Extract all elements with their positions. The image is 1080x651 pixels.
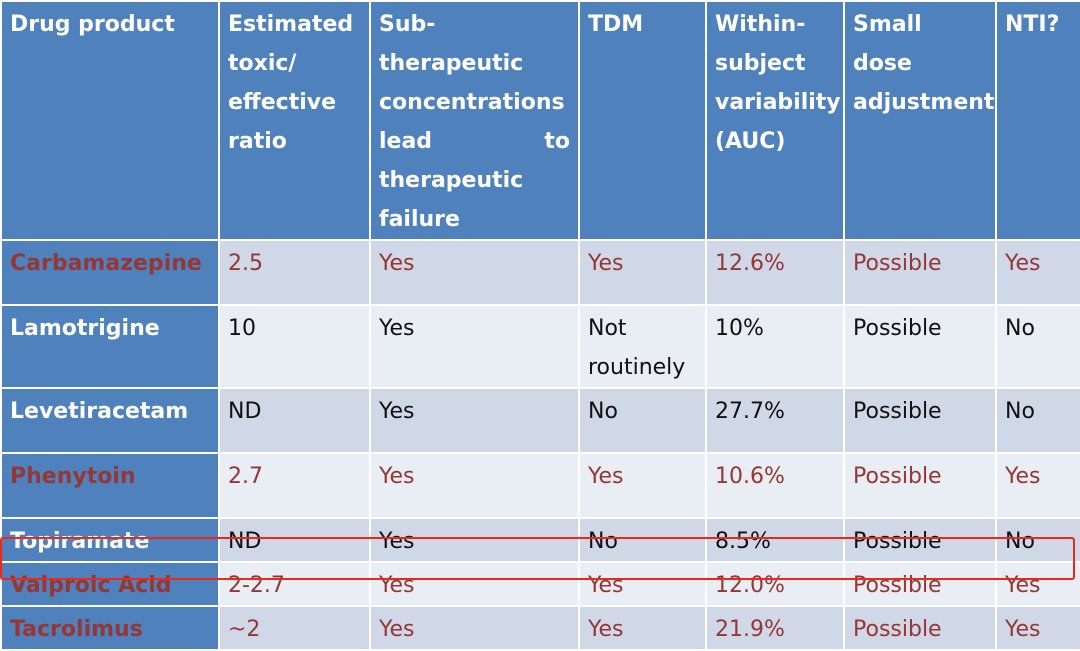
nti-cell: Yes: [995, 239, 1080, 306]
tdm-cell: No: [578, 517, 707, 563]
ratio-cell: ND: [218, 387, 371, 454]
subther-cell: Yes: [369, 605, 580, 651]
drug-name: Tacrolimus: [0, 605, 220, 651]
ratio-cell: 2.5: [218, 239, 371, 306]
dose-cell: Possible: [843, 517, 997, 563]
table-row: Levetiracetam ND Yes No 27.7% Possible N…: [0, 387, 1080, 454]
drug-name: Levetiracetam: [0, 387, 220, 454]
header-dose-adjustment: Small dose adjustment: [843, 0, 997, 241]
ratio-cell: ~2: [218, 605, 371, 651]
dose-cell: Possible: [843, 452, 997, 519]
drug-name: Topiramate: [0, 517, 220, 563]
subther-cell: Yes: [369, 239, 580, 306]
dose-cell: Possible: [843, 605, 997, 651]
nti-cell: Yes: [995, 452, 1080, 519]
ratio-cell: ND: [218, 517, 371, 563]
variability-cell: 10%: [705, 304, 845, 389]
subther-cell: Yes: [369, 517, 580, 563]
drug-name: Phenytoin: [0, 452, 220, 519]
drug-name: Carbamazepine: [0, 239, 220, 306]
nti-cell: Yes: [995, 561, 1080, 607]
table-row: Phenytoin 2.7 Yes Yes 10.6% Possible Yes: [0, 452, 1080, 519]
table-row: Valproic Acid 2-2.7 Yes Yes 12.0% Possib…: [0, 561, 1080, 607]
tdm-cell: Yes: [578, 605, 707, 651]
nti-cell: No: [995, 387, 1080, 454]
tdm-cell: No: [578, 387, 707, 454]
header-drug-product: Drug product: [0, 0, 220, 241]
variability-cell: 12.0%: [705, 561, 845, 607]
header-variability: Within-subject variability (AUC): [705, 0, 845, 241]
tdm-cell: Yes: [578, 452, 707, 519]
subther-cell: Yes: [369, 387, 580, 454]
subther-cell: Yes: [369, 304, 580, 389]
table-row: Lamotrigine 10 Yes Not routinely 10% Pos…: [0, 304, 1080, 389]
header-tdm: TDM: [578, 0, 707, 241]
variability-cell: 12.6%: [705, 239, 845, 306]
variability-cell: 21.9%: [705, 605, 845, 651]
header-toxic-effective-ratio: Estimated toxic/ effective ratio: [218, 0, 371, 241]
dose-cell: Possible: [843, 561, 997, 607]
ratio-cell: 10: [218, 304, 371, 389]
table-row: Tacrolimus ~2 Yes Yes 21.9% Possible Yes: [0, 605, 1080, 651]
subther-cell: Yes: [369, 561, 580, 607]
dose-cell: Possible: [843, 387, 997, 454]
ratio-cell: 2-2.7: [218, 561, 371, 607]
subther-cell: Yes: [369, 452, 580, 519]
tdm-cell: Yes: [578, 239, 707, 306]
header-row: Drug product Estimated toxic/ effective …: [0, 0, 1080, 241]
dose-cell: Possible: [843, 239, 997, 306]
table-row: Carbamazepine 2.5 Yes Yes 12.6% Possible…: [0, 239, 1080, 306]
ratio-cell: 2.7: [218, 452, 371, 519]
drug-name: Lamotrigine: [0, 304, 220, 389]
nti-cell: Yes: [995, 605, 1080, 651]
variability-cell: 27.7%: [705, 387, 845, 454]
tdm-cell: Yes: [578, 561, 707, 607]
nti-cell: No: [995, 517, 1080, 563]
table-row: Topiramate ND Yes No 8.5% Possible No: [0, 517, 1080, 563]
drug-name: Valproic Acid: [0, 561, 220, 607]
variability-cell: 10.6%: [705, 452, 845, 519]
dose-cell: Possible: [843, 304, 997, 389]
variability-cell: 8.5%: [705, 517, 845, 563]
nti-cell: No: [995, 304, 1080, 389]
header-nti: NTI?: [995, 0, 1080, 241]
tdm-cell: Not routinely: [578, 304, 707, 389]
header-subtherapeutic: Sub-therapeutic concentrations lead to t…: [369, 0, 580, 241]
